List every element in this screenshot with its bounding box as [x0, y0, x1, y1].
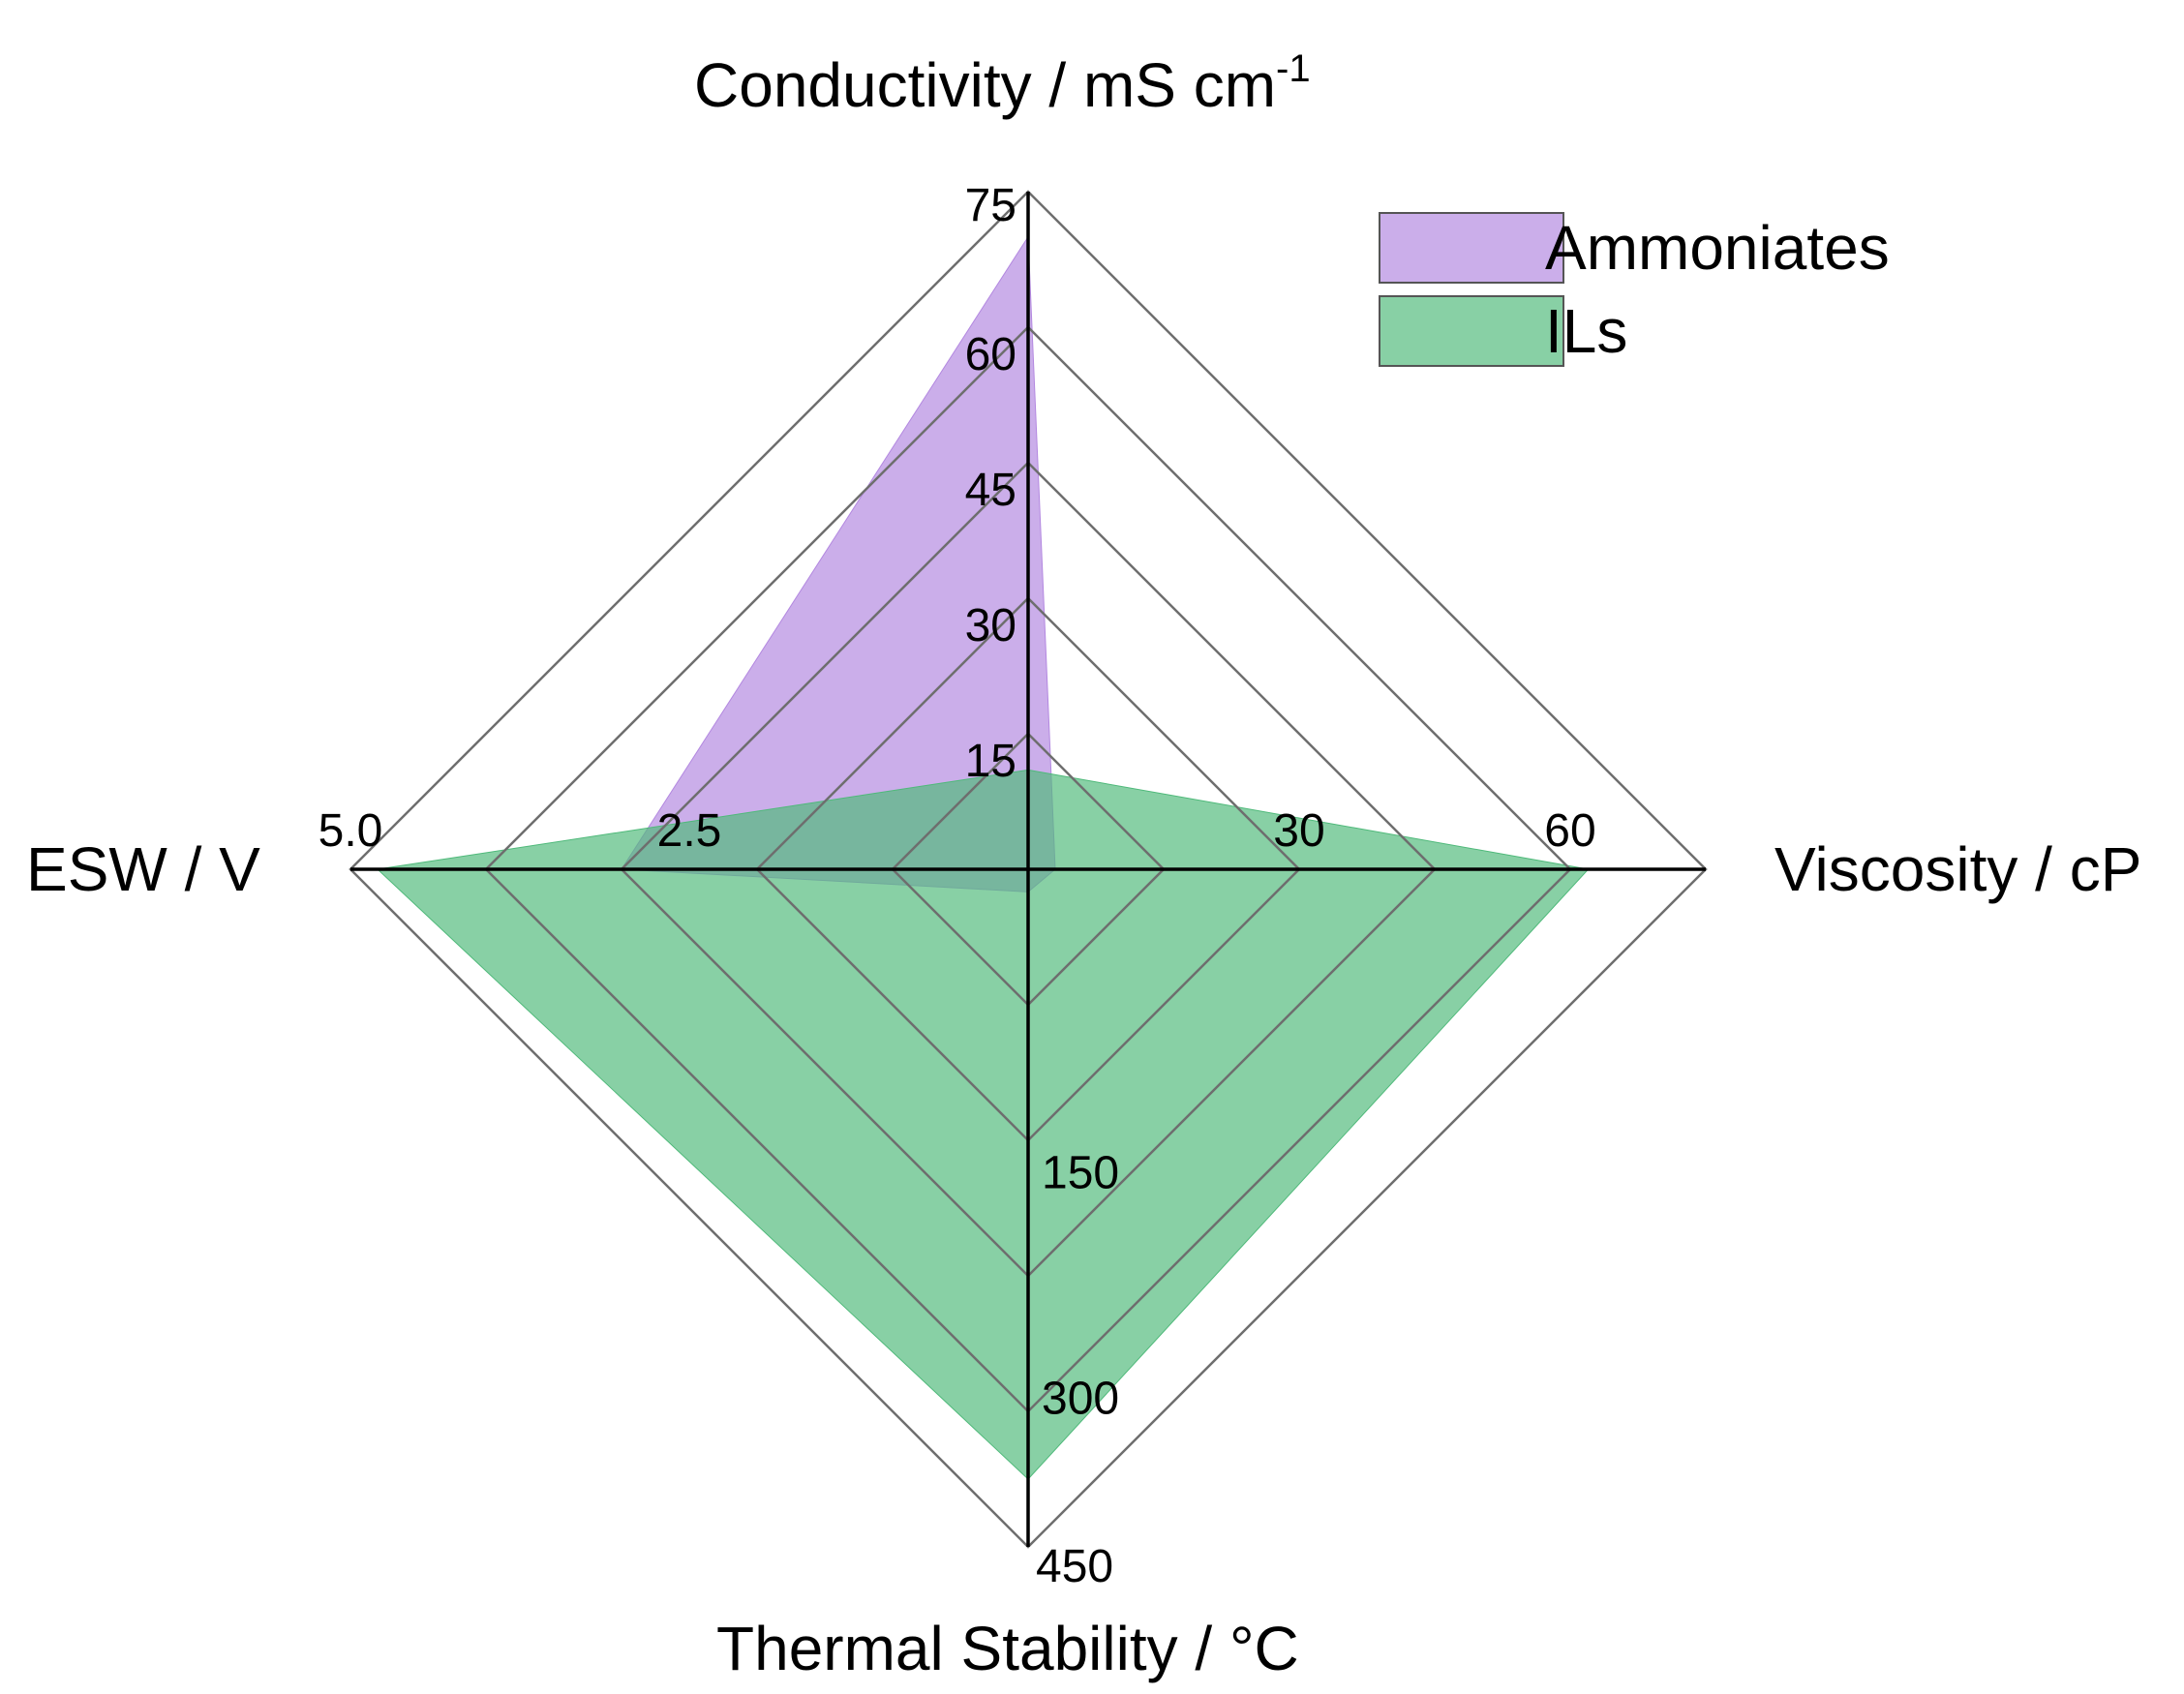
- axis-title-conductivity: Conductivity / mS cm-1: [694, 47, 1311, 120]
- legend-swatch-ils: [1379, 295, 1564, 367]
- tick-label-viscosity-60: 60: [1544, 805, 1595, 857]
- axis-layer: [350, 192, 1706, 1547]
- tick-label-conductivity-15: 15: [965, 736, 1016, 787]
- tick-label-conductivity-75: 75: [965, 180, 1016, 231]
- label-layer: 15 30 45 60 75 30 60 150 300 450 2.5 5.0: [318, 180, 1596, 1592]
- series-layer: [376, 235, 1590, 1480]
- axis-title-thermal: Thermal Stability / °C: [716, 1614, 1299, 1683]
- axis-title-esw: ESW / V: [26, 834, 260, 904]
- axis-title-viscosity: Viscosity / cP: [1774, 834, 2141, 904]
- tick-label-conductivity-45: 45: [965, 465, 1016, 516]
- series-polygon-ils: [376, 769, 1590, 1480]
- tick-label-esw-2-5: 2.5: [657, 805, 722, 857]
- tick-label-esw-5-0: 5.0: [318, 805, 383, 857]
- tick-label-conductivity-30: 30: [965, 600, 1016, 651]
- tick-label-thermal-300: 300: [1042, 1374, 1119, 1425]
- tick-label-thermal-450: 450: [1036, 1541, 1113, 1592]
- legend-label-ils: ILs: [1545, 296, 1627, 366]
- tick-label-conductivity-60: 60: [965, 329, 1016, 380]
- tick-label-viscosity-30: 30: [1273, 805, 1324, 857]
- legend: Ammoniates ILs: [1379, 212, 1890, 367]
- legend-label-ammoniates: Ammoniates: [1545, 213, 1890, 283]
- legend-swatch-ammoniates: [1379, 212, 1564, 284]
- tick-label-thermal-150: 150: [1042, 1147, 1119, 1198]
